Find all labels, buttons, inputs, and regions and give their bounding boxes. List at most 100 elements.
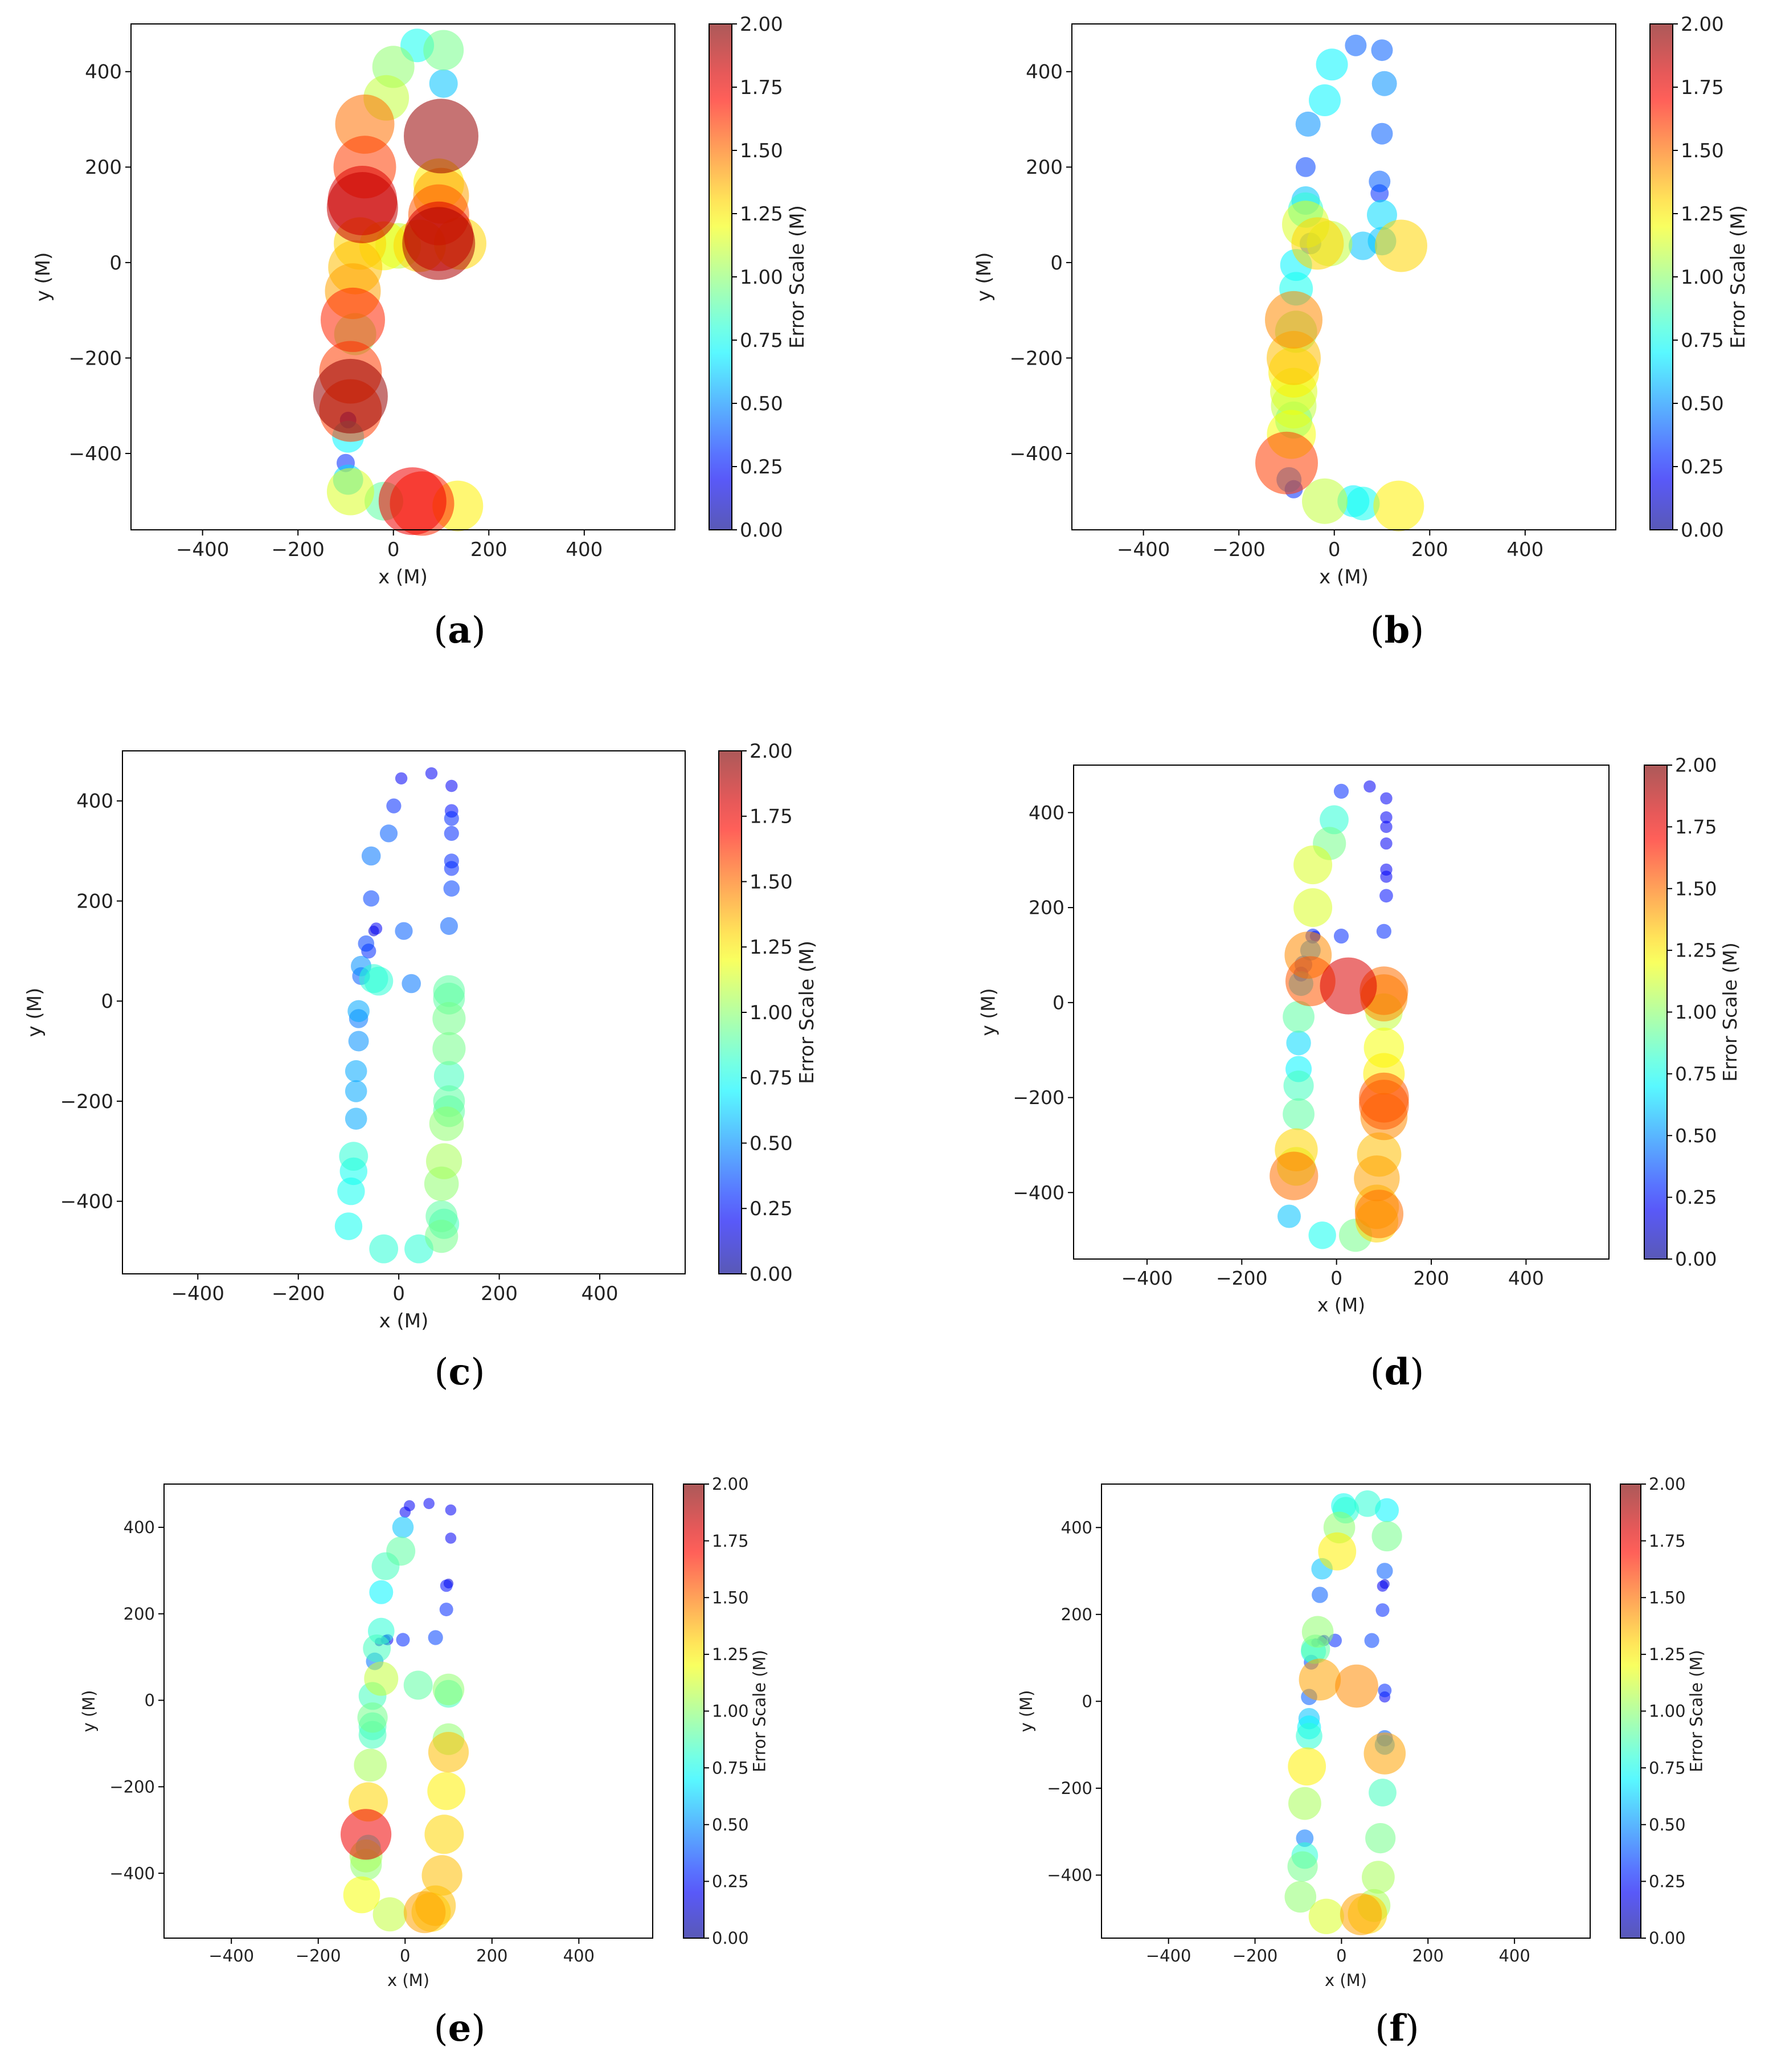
colorbar-tick-label: 0.00 [712,1928,749,1948]
data-point [1378,1683,1392,1698]
y-tick-label: −400 [1010,443,1063,465]
data-point [1371,1521,1402,1552]
data-point [1380,792,1393,805]
data-point [1283,1070,1314,1101]
y-tick-label: 400 [1026,61,1063,84]
data-point [1318,1532,1357,1571]
data-point [1293,888,1333,927]
data-point [1377,1580,1389,1592]
data-point [326,172,398,243]
colorbar-tick-label: 0.00 [750,1263,793,1286]
x-tick-label: 400 [1498,1946,1530,1965]
x-tick-label: 400 [582,1282,619,1305]
data-point [1296,1829,1314,1848]
caption-paren-open: ( [434,2008,448,2050]
scatter-points [313,28,486,536]
panel-a: −400 −200 0 200 400 −400 −200 0 200 400 x (M) y (M)… [32,13,809,652]
x-tick-label: 200 [1411,538,1448,561]
data-point [363,1634,391,1662]
scatter-points [334,767,466,1264]
plot-frame [163,1483,653,1939]
y-tick-label: 0 [1053,991,1064,1013]
data-point [432,1032,466,1065]
colorbar-tick-label: 0.00 [740,519,783,542]
x-tick-label: −200 [1213,538,1266,561]
panel-caption: (e) [434,2007,486,2050]
x-tick-label: −400 [208,1946,254,1965]
caption-paren-close: ) [470,1351,485,1393]
x-tick-label: −200 [1216,1267,1268,1289]
data-point [369,1234,399,1264]
y-tick-label: −400 [60,1191,113,1213]
panel-caption: (d) [1370,1351,1424,1393]
x-tick-label: 400 [1508,1267,1544,1289]
data-point [1299,1658,1341,1701]
caption-paren-open: ( [1370,1351,1385,1393]
caption-letter: a [448,609,471,652]
data-point [1376,923,1391,939]
colorbar-tick-label: 0.50 [1649,1815,1686,1834]
data-point [1375,1603,1390,1617]
x-tick-label: 0 [392,1282,405,1305]
caption-letter: f [1389,2007,1407,2050]
data-point [1277,1204,1301,1228]
data-point [424,1814,464,1854]
colorbar-tick-label: 1.75 [1649,1531,1686,1551]
data-point [1377,1563,1393,1579]
data-point [1302,478,1348,524]
panel-f: −400 −200 0 200 400 −400 −200 0 200 400 x (M) y (M)… [1017,1474,1706,2050]
x-tick-label: 0 [1328,538,1341,561]
colorbar-tick-label: 0.25 [740,456,783,479]
data-point [392,1517,414,1538]
data-point [402,207,476,280]
data-point [426,1143,462,1179]
colorbar-tick-label: 2.00 [1649,1474,1686,1494]
data-point [433,1061,465,1092]
data-point [1359,1080,1409,1130]
colorbar-tick-label: 1.75 [1675,816,1717,838]
x-tick-label: −200 [296,1946,341,1965]
colorbar-tick-label: 2.00 [750,740,793,763]
caption-paren-open: ( [433,610,448,652]
data-point [339,1142,368,1171]
y-tick-label: −400 [1013,1182,1064,1204]
data-point [1380,820,1393,833]
colorbar-tick-label: 1.00 [1681,266,1724,289]
colorbar: 0.00 0.25 0.50 0.75 1.00 1.25 1.50 1.75 2.00 Erro… [1644,754,1741,1270]
data-point [1320,805,1349,835]
data-point [429,69,458,98]
y-axis-label: y (M) [23,988,46,1037]
data-point [378,467,447,536]
caption-letter: c [449,1351,471,1393]
colorbar-tick-label: 1.50 [740,140,783,162]
data-point [1270,1151,1318,1200]
colorbar-label: Error Scale (M) [786,205,809,349]
data-point [432,1002,466,1036]
data-point [425,767,438,780]
colorbar-tick-label: 1.75 [712,1531,749,1551]
data-point [403,1670,433,1700]
data-point [445,1532,457,1544]
data-point [439,1603,453,1617]
colorbar-bar [709,23,732,530]
colorbar-tick-label: 1.00 [712,1702,749,1721]
data-point [1320,957,1377,1015]
data-point [432,1673,465,1706]
data-point [445,779,458,792]
colorbar-tick-label: 0.50 [1681,393,1724,415]
data-point [425,1220,458,1253]
data-point [427,1772,466,1811]
data-point [1293,845,1333,885]
data-point [1308,1898,1344,1934]
plot-area [122,751,685,1274]
colorbar-tick-label: 0.75 [712,1758,749,1777]
colorbar-tick-label: 0.75 [1681,329,1724,352]
x-tick-label: −400 [1117,538,1170,561]
y-tick-label: 0 [109,252,122,275]
y-tick-label: −200 [1010,347,1063,370]
data-point [372,1897,407,1932]
colorbar-tick-label: 0.00 [1649,1928,1686,1948]
data-point [334,1212,363,1240]
data-point [364,1661,399,1696]
